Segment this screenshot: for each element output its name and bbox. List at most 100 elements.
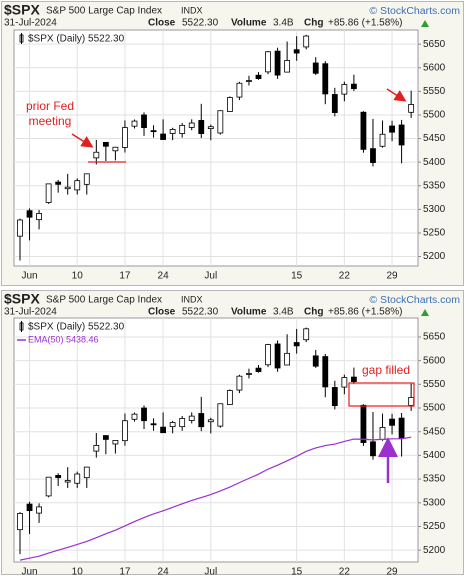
up-icon: [421, 309, 429, 316]
candle-body: [303, 35, 310, 48]
candle-body: [246, 373, 252, 375]
candle-body: [198, 119, 205, 135]
x-tick-label: 17: [119, 271, 131, 282]
candle-body: [408, 104, 415, 113]
y-tick-label: 5350: [423, 180, 446, 191]
candle-body: [217, 403, 224, 427]
candle-body: [322, 63, 329, 95]
candle-body: [226, 97, 233, 112]
candle-body: [255, 367, 262, 372]
chg-label: Chg: [304, 18, 323, 29]
y-tick-label: 5600: [423, 62, 446, 73]
candle-body: [331, 94, 338, 113]
candle-body: [274, 343, 281, 369]
candle-body: [141, 114, 147, 129]
y-tick-label: 5550: [423, 86, 446, 97]
candle-body: [169, 422, 176, 428]
candle-body: [169, 129, 176, 134]
candle-body: [226, 390, 233, 405]
x-tick-label: 15: [291, 567, 303, 577]
x-tick-label: 22: [339, 271, 351, 282]
y-tick-label: 5300: [423, 497, 446, 508]
candle-body: [131, 120, 138, 127]
volume: 3.4B: [273, 18, 294, 29]
legend-label: $SPX (Daily) 5522.30: [28, 322, 125, 333]
candle-body: [188, 122, 195, 128]
x-tick-label: Jul: [204, 271, 217, 282]
y-tick-label: 5250: [423, 228, 446, 239]
candle-body: [236, 375, 243, 391]
candle-body: [370, 148, 376, 163]
candle-body: [17, 513, 23, 531]
candle-body: [179, 418, 186, 428]
candle-body: [74, 180, 81, 191]
candle-body: [93, 445, 100, 452]
candle-body: [141, 407, 147, 422]
x-tick-label: 15: [291, 271, 303, 282]
candle-body: [26, 210, 33, 218]
y-tick-label: 5650: [423, 39, 446, 50]
y-tick-label: 5600: [423, 355, 446, 366]
index-name: S&P 500 Large Cap Index: [46, 6, 162, 17]
y-tick-label: 5650: [423, 332, 446, 343]
candle-body: [131, 413, 138, 420]
candle-body: [360, 111, 367, 150]
candle-body: [255, 74, 262, 80]
candle-body: [122, 420, 128, 442]
candle-body: [265, 51, 271, 73]
x-tick-label: 10: [72, 271, 84, 282]
plot-area: [13, 317, 419, 563]
candle-body: [293, 49, 300, 54]
candle-body: [112, 440, 119, 445]
x-tick-label: Jul: [204, 567, 217, 577]
annotation: prior Fed: [26, 99, 74, 113]
candle-body: [188, 415, 195, 421]
symbol: $SPX: [4, 2, 40, 18]
candle-body: [64, 480, 71, 483]
chg-label: Chg: [304, 307, 323, 318]
exchange: INDX: [181, 5, 203, 15]
copyright: © StockCharts.com: [369, 294, 460, 306]
candle-body: [150, 423, 157, 426]
y-tick-label: 5250: [423, 521, 446, 532]
candle-body: [341, 377, 348, 388]
gap-box: [348, 382, 415, 407]
arrow: [71, 133, 94, 148]
candle-body: [408, 397, 415, 406]
candle-body: [74, 473, 81, 484]
candle-body: [379, 133, 386, 147]
volume-label: Volume: [231, 307, 267, 318]
exchange: INDX: [181, 294, 203, 304]
candle-body: [284, 352, 291, 366]
chg: +85.86 (+1.58%): [328, 307, 403, 318]
candle-body: [64, 186, 71, 190]
candle-body: [198, 413, 205, 428]
candle-body: [26, 503, 33, 512]
close-label: Close: [148, 18, 176, 29]
candle-body: [122, 127, 128, 148]
x-tick-label: 24: [158, 271, 170, 282]
y-tick-label: 5400: [423, 450, 446, 461]
candle-body: [284, 60, 291, 73]
volume-label: Volume: [231, 18, 267, 29]
x-tick-label: Jun: [21, 567, 37, 577]
candle-body: [322, 356, 329, 388]
volume: 3.4B: [273, 307, 294, 318]
arrow: [386, 88, 407, 102]
candle-body: [379, 426, 386, 440]
y-tick-label: 5350: [423, 474, 446, 485]
candle-body: [36, 506, 42, 514]
annotation: gap filled: [362, 363, 410, 377]
candle-body: [160, 133, 167, 140]
candle-body: [45, 476, 52, 497]
chg: +85.86 (+1.58%): [328, 18, 403, 29]
y-tick-label: 5450: [423, 133, 446, 144]
date: 31-Jul-2024: [4, 307, 57, 318]
y-tick-label: 5200: [423, 251, 446, 262]
candle-body: [17, 219, 23, 237]
candle-body: [360, 404, 367, 443]
candle-body: [274, 50, 281, 76]
x-tick-label: 22: [339, 567, 351, 577]
y-tick-label: 5500: [423, 403, 446, 414]
candle-body: [160, 426, 167, 434]
